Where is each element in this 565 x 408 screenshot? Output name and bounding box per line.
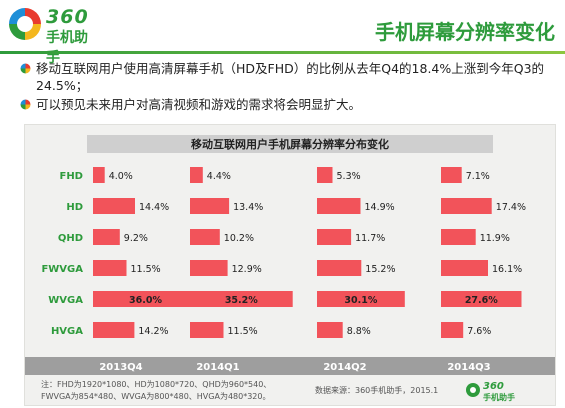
bar-2014q1-hvga [190, 322, 224, 338]
value-label-2014q3-fwvga: 16.1% [492, 264, 522, 275]
series-header-band [25, 357, 555, 375]
bullet-item: 可以预见未来用户对高清视频和游戏的需求将会明显扩大。 [20, 96, 550, 113]
swirl-logo-icon [8, 7, 42, 41]
category-label-qhd: QHD [58, 233, 83, 244]
value-label-2014q1-fwvga: 12.9% [232, 264, 262, 275]
value-label-2014q1-qhd: 10.2% [224, 233, 254, 244]
bullet-item: 移动互联网用户使用高清屏幕手机（HD及FHD）的比例从去年Q4的18.4%上涨到… [20, 60, 550, 94]
bullet-list: 移动互联网用户使用高清屏幕手机（HD及FHD）的比例从去年Q4的18.4%上涨到… [20, 60, 550, 115]
footnote-line-1: 注：FHD为1920*1080、HD为1080*720、QHD为960*540、 [41, 379, 271, 389]
bullet-text: 移动互联网用户使用高清屏幕手机（HD及FHD）的比例从去年Q4的18.4%上涨到… [36, 61, 545, 93]
value-label-2014q3-wvga: 27.6% [465, 295, 498, 306]
value-label-2014q1-hvga: 11.5% [228, 326, 258, 337]
bar-2014q2-qhd [317, 229, 352, 245]
bar-2014q3-fhd [441, 167, 462, 183]
bar-2014q2-wvga [317, 291, 405, 307]
brand-subtitle: 手机助手 [46, 30, 88, 66]
value-label-2013q4-hd: 14.4% [139, 202, 169, 213]
value-label-2013q4-hvga: 14.2% [138, 326, 168, 337]
bar-2014q1-qhd [190, 229, 220, 245]
slide-header: 360 手机助手 手机屏幕分辨率变化 [0, 0, 565, 66]
value-label-2014q2-hd: 14.9% [365, 202, 395, 213]
value-label-2013q4-fhd: 4.0% [109, 171, 133, 182]
category-label-wvga: WVGA [48, 295, 83, 306]
resolution-chart: 移动互联网用户手机屏幕分辨率分布变化 FHD HD QHD FWVGA WVGA HVGA… [25, 135, 555, 402]
value-label-2014q3-hd: 17.4% [496, 202, 526, 213]
value-label-2014q2-fwvga: 15.2% [365, 264, 395, 275]
bar-2014q3-wvga [441, 291, 522, 307]
bar-2014q3-hvga [441, 322, 464, 338]
brand-logo: 360 手机助手 [6, 5, 101, 66]
value-label-2013q4-wvga: 36.0% [129, 295, 162, 306]
value-label-2014q1-hd: 13.4% [233, 202, 263, 213]
bar-2014q3-fwvga [441, 260, 488, 276]
value-label-2014q3-qhd: 11.9% [480, 233, 510, 244]
bar-2014q2-fwvga [317, 260, 362, 276]
series-label-2014q2: 2014Q2 [323, 362, 366, 373]
bar-2014q1-hd [190, 198, 230, 214]
value-label-2014q2-qhd: 11.7% [355, 233, 385, 244]
bar-2014q2-hd [317, 198, 361, 214]
value-label-2014q1-wvga: 35.2% [225, 295, 258, 306]
series-label-2014q3: 2014Q3 [447, 362, 490, 373]
bar-2013q4-hvga [93, 322, 135, 338]
category-label-hd: HD [66, 202, 83, 213]
category-label-fwvga: FWVGA [41, 264, 83, 275]
brand-name: 360 [46, 6, 89, 28]
bar-2013q4-qhd [93, 229, 120, 245]
bar-2013q4-wvga [93, 291, 198, 307]
chart-panel: 移动互联网用户手机屏幕分辨率分布变化 FHD HD QHD FWVGA WVGA HVGA… [24, 124, 556, 406]
category-label-fhd: FHD [59, 171, 83, 182]
title-divider [0, 51, 565, 54]
page-title: 手机屏幕分辨率变化 [375, 20, 555, 44]
value-label-2014q3-hvga: 7.6% [467, 326, 491, 337]
bar-2014q3-hd [441, 198, 492, 214]
value-label-2014q1-fhd: 4.4% [207, 171, 231, 182]
footer-brand-sub: 手机助手 [483, 392, 515, 402]
chart-title: 移动互联网用户手机屏幕分辨率分布变化 [191, 137, 389, 151]
footer-brand: 360 [483, 381, 504, 392]
value-label-2014q2-fhd: 5.3% [337, 171, 361, 182]
bar-2014q1-wvga [190, 291, 293, 307]
bar-2013q4-fwvga [93, 260, 127, 276]
footnote-line-2: FWVGA为854*480、WVGA为800*480、HVGA为480*320。 [41, 391, 271, 401]
value-label-2013q4-fwvga: 11.5% [131, 264, 161, 275]
bar-2014q3-qhd [441, 229, 476, 245]
series-label-2013q4: 2013Q4 [99, 362, 142, 373]
bar-2013q4-hd [93, 198, 135, 214]
footer-logo: 360 手机助手 [466, 381, 515, 402]
chart-title-strip [87, 135, 493, 153]
bar-2014q1-fhd [190, 167, 203, 183]
value-label-2013q4-qhd: 9.2% [124, 233, 148, 244]
value-label-2014q3-fhd: 7.1% [466, 171, 490, 182]
value-label-2014q2-hvga: 8.8% [347, 326, 371, 337]
bar-2014q2-hvga [317, 322, 343, 338]
value-label-2014q2-wvga: 30.1% [344, 295, 377, 306]
data-source: 数据来源：360手机助手，2015.1 [315, 385, 438, 395]
bar-2014q2-fhd [317, 167, 333, 183]
bullet-swirl-icon [20, 63, 31, 74]
bullet-text: 可以预见未来用户对高清视频和游戏的需求将会明显扩大。 [36, 97, 362, 112]
series-label-2014q1: 2014Q1 [196, 362, 239, 373]
bullet-swirl-icon [20, 99, 31, 110]
bar-2014q1-fwvga [190, 260, 228, 276]
category-label-hvga: HVGA [51, 326, 83, 337]
bar-2013q4-fhd [93, 167, 105, 183]
